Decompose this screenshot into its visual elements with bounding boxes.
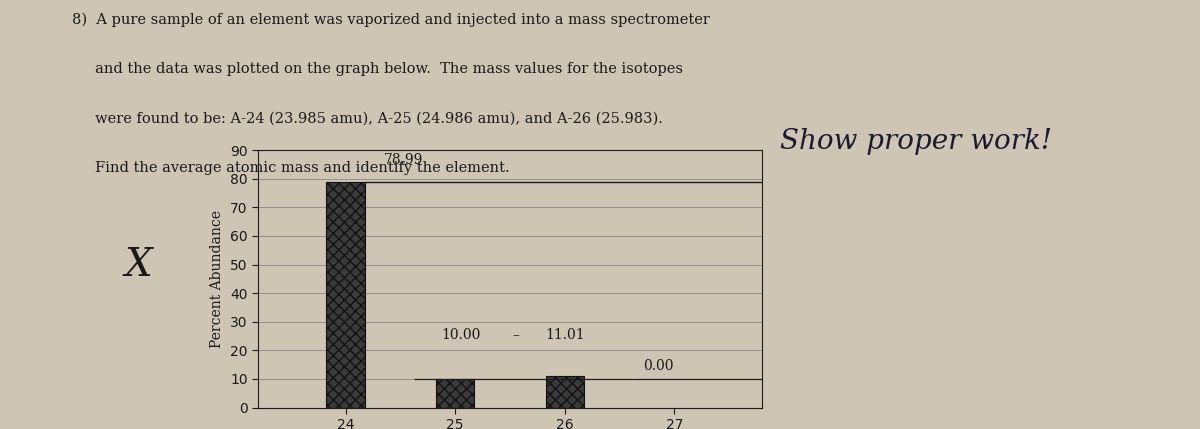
Text: –: – [512,328,518,342]
Text: Find the average atomic mass and identify the element.: Find the average atomic mass and identif… [72,161,510,175]
Text: 78.99: 78.99 [384,153,424,167]
Text: 10.00: 10.00 [442,328,480,342]
Bar [546,376,584,408]
Text: X: X [124,248,152,284]
Bar [436,379,474,408]
Text: 8)  A pure sample of an element was vaporized and injected into a mass spectrome: 8) A pure sample of an element was vapor… [72,13,710,27]
Bar [326,181,365,408]
Text: and the data was plotted on the graph below.  The mass values for the isotopes: and the data was plotted on the graph be… [72,62,683,76]
Y-axis label: Percent Abundance: Percent Abundance [210,210,224,348]
Text: 0.00: 0.00 [643,359,673,373]
Text: Show proper work!: Show proper work! [780,128,1052,155]
Text: were found to be: A-24 (23.985 amu), A-25 (24.986 amu), and A-26 (25.983).: were found to be: A-24 (23.985 amu), A-2… [72,112,662,126]
Text: 11.01: 11.01 [545,328,584,342]
